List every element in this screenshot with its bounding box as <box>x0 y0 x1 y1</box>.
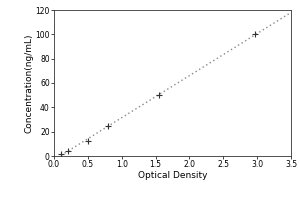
Y-axis label: Concentration(ng/mL): Concentration(ng/mL) <box>25 33 34 133</box>
X-axis label: Optical Density: Optical Density <box>138 171 207 180</box>
